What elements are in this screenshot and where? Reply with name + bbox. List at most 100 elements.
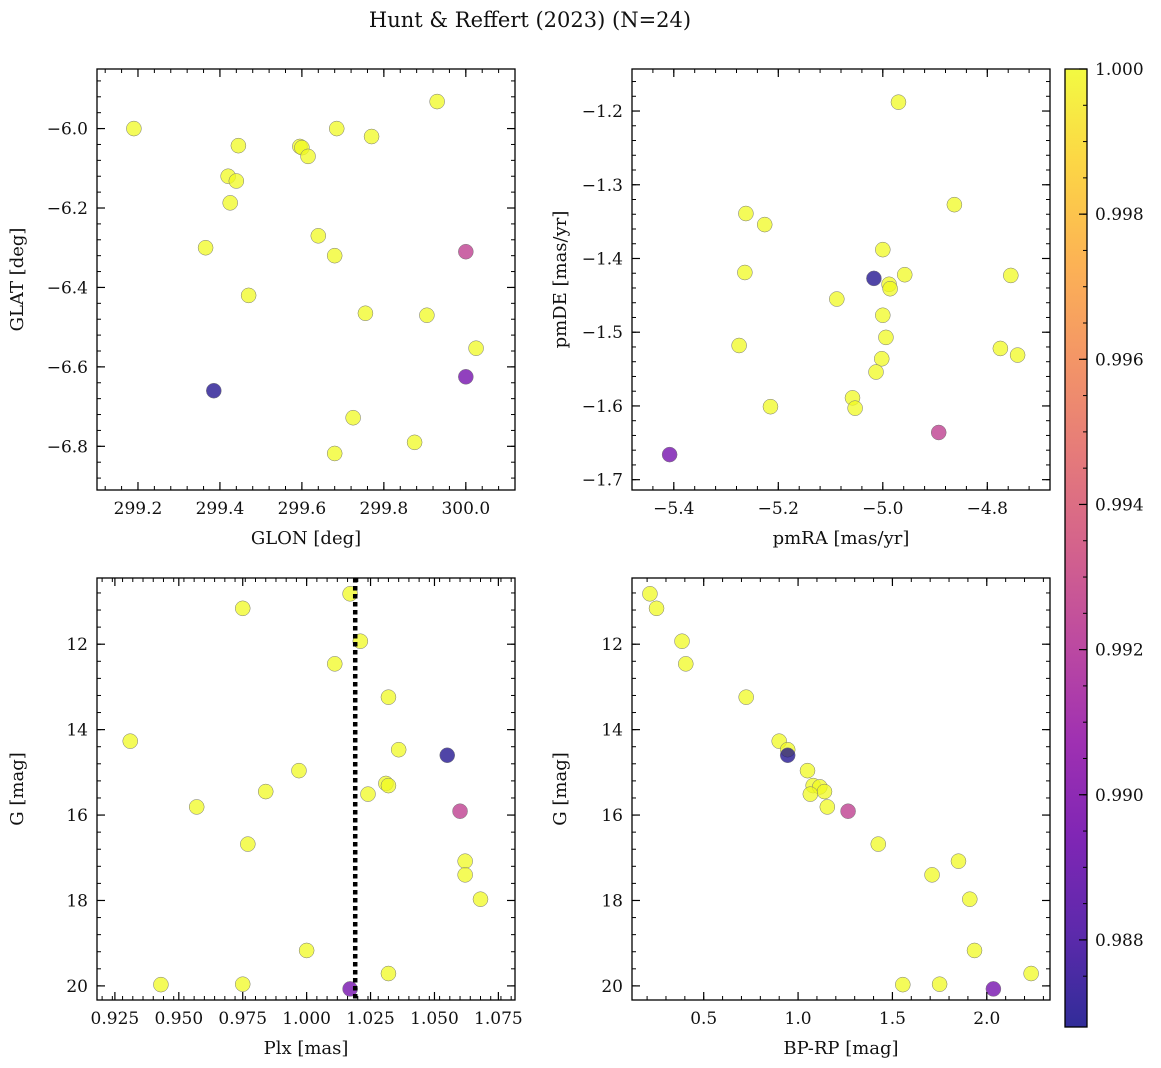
point-5: [300, 148, 316, 165]
point-12: [816, 783, 833, 800]
point-13: [360, 786, 376, 802]
colorbar-tick-label: 0.990: [1095, 786, 1144, 806]
x-tick-label: 0.950: [154, 1009, 203, 1029]
y-axis-label: pmDE [mas/yr]: [550, 211, 571, 349]
point-19: [468, 340, 484, 356]
point-12: [257, 783, 274, 800]
panel-bottom-left: 0.925 0.950 0.975 1.000 1.025 1.050 1.075 12 14 1…: [7, 577, 523, 1059]
point-21: [380, 965, 397, 982]
x-tick-label: −5.4: [653, 499, 694, 519]
y-tick-label: −1.3: [582, 176, 623, 196]
point-7: [390, 741, 407, 758]
point-19: [962, 891, 978, 907]
point-22: [153, 976, 169, 993]
point-8: [866, 270, 882, 287]
point-20: [458, 369, 474, 385]
colorbar: 0.988 0.990 0.992 0.994 0.996 0.998 1.000: [1064, 60, 1144, 1028]
x-tick-label: 1.5: [879, 1009, 906, 1029]
point-15: [840, 803, 856, 819]
point-15: [731, 337, 747, 354]
x-axis-label: BP-RP [mag]: [783, 1038, 898, 1059]
points: [642, 586, 1039, 997]
y-tick-label: 20: [66, 977, 88, 997]
x-tick-label: −5.0: [862, 499, 903, 519]
points: [122, 586, 489, 997]
point-16: [240, 287, 257, 304]
point-3: [738, 205, 754, 222]
y-tick-label: 20: [601, 977, 623, 997]
x-tick-label: 0.5: [690, 1009, 717, 1029]
panel-bottom-right: 0.5 1.0 1.5 2.0 12 14 16 18 20 BP-RP [mag] G [mag]: [550, 577, 1051, 1059]
colorbar-fill: [1065, 69, 1087, 1027]
point-5: [875, 241, 891, 258]
point-22: [847, 400, 863, 416]
x-tick-label: 1.050: [410, 1009, 459, 1029]
point-2: [234, 600, 251, 617]
point-11: [380, 777, 397, 794]
point-14: [188, 799, 205, 815]
point-22: [345, 409, 361, 426]
x-tick-label: 1.075: [474, 1009, 523, 1029]
panel-frame: [631, 68, 1051, 491]
x-tick-label: −4.8: [967, 499, 1008, 519]
point-4: [678, 656, 694, 672]
colorbar-tick-label: 1.000: [1095, 60, 1144, 80]
x-tick-label: 299.6: [278, 499, 327, 519]
point-19: [472, 891, 489, 907]
point-18: [924, 867, 940, 883]
point-3: [674, 633, 690, 649]
point-4: [756, 216, 773, 233]
point-20: [966, 942, 983, 959]
y-tick-label: 14: [66, 721, 88, 741]
panel-top-right: −5.4 −5.2 −5.0 −4.8 −1.7 −1.6 −1.5 −1.4 −1.3 −1.2…: [550, 68, 1051, 549]
point-14: [878, 329, 894, 346]
point-23: [930, 424, 947, 441]
point-6: [737, 264, 753, 281]
y-tick-label: 12: [601, 635, 623, 655]
point-22: [895, 976, 911, 993]
x-tick-label: 0.925: [91, 1009, 140, 1029]
point-9: [799, 762, 816, 779]
point-17: [357, 305, 374, 322]
y-tick-label: −6.4: [47, 278, 88, 298]
point-23: [406, 434, 423, 451]
colorbar-tick-label: 0.998: [1095, 205, 1144, 225]
colorbar-frame: [1064, 68, 1088, 1028]
point-18: [419, 307, 435, 323]
x-axis-label: GLON [deg]: [251, 528, 361, 549]
point-17: [1009, 347, 1026, 363]
point-2: [946, 196, 963, 213]
point-7: [896, 266, 913, 283]
point-1: [126, 120, 142, 137]
y-tick-label: −1.5: [582, 323, 623, 343]
figure-title: Hunt & Reffert (2023) (N=24): [369, 8, 691, 32]
colorbar-tick-label: 0.996: [1095, 350, 1144, 370]
y-tick-label: −6.8: [47, 437, 88, 457]
points: [126, 93, 484, 462]
colorbar-tick-label: 0.988: [1095, 931, 1144, 951]
y-tick-label: −1.6: [582, 397, 623, 417]
point-13: [310, 228, 327, 244]
point-21: [206, 382, 222, 399]
x-tick-label: 1.0: [785, 1009, 812, 1029]
panel-frame: [96, 68, 516, 491]
point-2: [648, 600, 665, 617]
point-10: [228, 173, 245, 189]
point-24: [326, 445, 343, 462]
point-24: [661, 446, 678, 463]
point-13: [802, 786, 819, 802]
point-1: [642, 586, 658, 602]
y-axis-label: G [mag]: [550, 752, 571, 825]
point-23: [931, 976, 948, 992]
point-24: [985, 981, 1002, 997]
colorbar-tick-label: 0.994: [1095, 495, 1144, 515]
x-tick-label: 299.8: [360, 499, 409, 519]
point-24: [342, 981, 358, 997]
panel-frame: [96, 577, 516, 1001]
y-axis-label: G [mag]: [7, 752, 28, 825]
point-8: [779, 747, 796, 764]
y-tick-label: −6.6: [47, 358, 88, 378]
point-2: [230, 137, 247, 154]
y-tick-label: 12: [66, 635, 88, 655]
y-tick-label: 18: [601, 891, 623, 911]
